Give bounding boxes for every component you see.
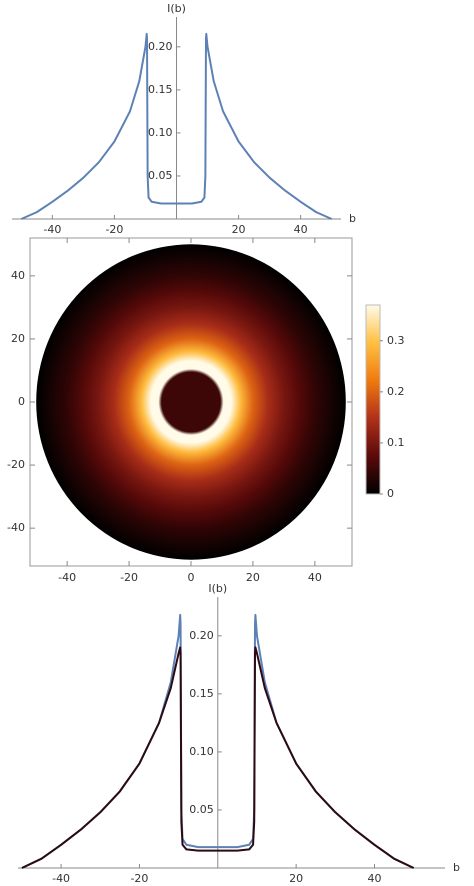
colorbar-tick-label: 0.2 (387, 385, 405, 398)
x-axis-label: b (453, 861, 460, 874)
line (21, 646, 415, 869)
y-tick-label: 0.20 (189, 629, 214, 642)
x-tick-label: -20 (105, 223, 123, 236)
y-tick-label: 0.10 (189, 745, 214, 758)
x-tick-label: 20 (246, 571, 260, 584)
x-tick-label: 20 (232, 223, 246, 236)
y-tick-label: 0.20 (148, 40, 173, 53)
y-tick-label: 0.05 (189, 803, 214, 816)
x-tick-label: -40 (52, 872, 70, 885)
x-tick-label: -40 (58, 571, 76, 584)
y-tick-label: 0 (18, 395, 25, 408)
colorbar-tick-label: 0.1 (387, 436, 405, 449)
colorbar-tick-label: 0.3 (387, 334, 405, 347)
y-tick-label: 0.15 (189, 687, 214, 700)
y-axis-label: I(b) (167, 2, 186, 15)
x-tick-label: 0 (188, 571, 195, 584)
y-tick-label: 0.05 (148, 169, 173, 182)
x-axis-label: b (349, 212, 356, 225)
y-axis-label: I(b) (208, 582, 227, 595)
colorbar (365, 304, 381, 495)
y-tick-label: 40 (11, 269, 25, 282)
x-tick-label: -20 (120, 571, 138, 584)
line (20, 32, 333, 220)
x-tick-label: -40 (43, 223, 61, 236)
y-tick-label: 0.10 (148, 126, 173, 139)
y-tick-label: -20 (7, 458, 25, 471)
y-tick-label: -40 (7, 521, 25, 534)
x-tick-label: 40 (308, 571, 322, 584)
x-tick-label: 40 (367, 872, 381, 885)
intensity-disk (36, 244, 346, 560)
x-tick-label: -20 (130, 872, 148, 885)
x-tick-label: 20 (289, 872, 303, 885)
colorbar-tick-label: 0 (387, 487, 394, 500)
y-tick-label: 0.15 (148, 83, 173, 96)
y-tick-label: 20 (11, 332, 25, 345)
x-tick-label: 40 (294, 223, 308, 236)
